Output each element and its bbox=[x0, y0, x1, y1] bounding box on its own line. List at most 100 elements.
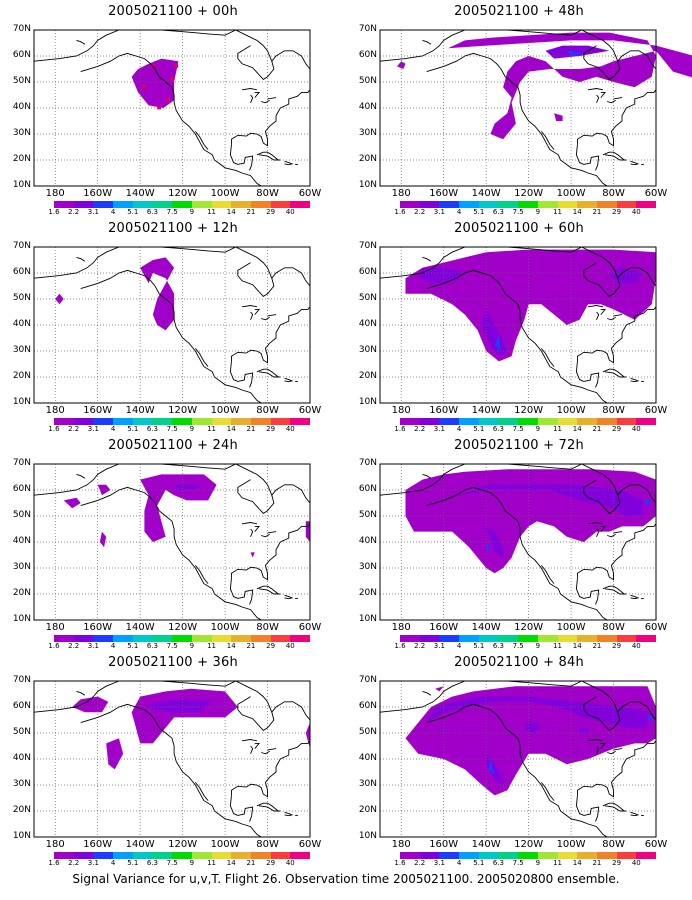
colorbar-label: 2.2 bbox=[414, 425, 426, 433]
colorbar-swatch bbox=[478, 635, 499, 642]
colorbar-swatch bbox=[616, 852, 637, 859]
colorbar-label: 14 bbox=[226, 859, 236, 867]
coastline bbox=[630, 377, 640, 383]
coastline bbox=[195, 131, 209, 150]
colorbar-label: 6.3 bbox=[492, 859, 505, 867]
coastline bbox=[576, 89, 657, 147]
latitude-tick-label: 70N bbox=[12, 24, 31, 34]
longitude-tick-label: 160W bbox=[83, 622, 113, 633]
longitude-tick-label: 180 bbox=[391, 405, 411, 416]
colorbar-swatch bbox=[231, 201, 251, 208]
variance-region bbox=[405, 686, 656, 796]
variance-region bbox=[305, 722, 310, 749]
coastline bbox=[600, 308, 606, 315]
colorbar bbox=[54, 852, 310, 859]
colorbar-label: 5.1 bbox=[127, 859, 139, 867]
coastline bbox=[271, 484, 311, 504]
colorbar-label: 1.6 bbox=[394, 642, 406, 650]
coastline bbox=[575, 361, 600, 388]
coastline bbox=[80, 486, 262, 621]
longitude-tick-label: 180 bbox=[391, 839, 411, 850]
colorbar-swatch bbox=[113, 852, 133, 859]
coastline bbox=[630, 811, 640, 817]
colorbar-label: 1.6 bbox=[394, 208, 406, 216]
variance-region bbox=[405, 249, 656, 362]
colorbar-swatch bbox=[636, 418, 656, 425]
coastline bbox=[229, 144, 254, 171]
latitude-tick-label: 40N bbox=[12, 102, 31, 112]
colorbar bbox=[400, 418, 656, 425]
colorbar bbox=[54, 418, 310, 425]
colorbar-label: 21 bbox=[592, 642, 602, 650]
coastline bbox=[76, 690, 86, 696]
colorbar-swatch bbox=[270, 201, 291, 208]
colorbar-swatch bbox=[250, 852, 271, 859]
colorbar-swatch bbox=[132, 635, 153, 642]
latitude-tick-label: 60N bbox=[12, 267, 31, 277]
colorbar-label: 14 bbox=[572, 425, 582, 433]
longitude-tick-label: 100W bbox=[210, 188, 240, 199]
colorbar-swatch bbox=[596, 852, 617, 859]
colorbar-swatch bbox=[557, 418, 578, 425]
colorbar-swatch bbox=[419, 852, 440, 859]
latitude-tick-label: 50N bbox=[12, 510, 31, 520]
coastline bbox=[575, 795, 600, 822]
coastline bbox=[630, 594, 640, 600]
latitude-tick-label: 20N bbox=[12, 588, 31, 598]
colorbar-label: 5.1 bbox=[127, 425, 139, 433]
colorbar-swatch bbox=[54, 635, 74, 642]
coastline bbox=[587, 739, 604, 742]
coastline bbox=[576, 306, 657, 364]
observation-point bbox=[142, 84, 147, 89]
coastline bbox=[80, 703, 262, 838]
longitude-tick-label: 80W bbox=[256, 622, 279, 633]
coastline bbox=[229, 795, 254, 822]
coastline bbox=[271, 50, 311, 70]
colorbar-swatch bbox=[290, 201, 310, 208]
colorbar-label: 7.5 bbox=[166, 859, 178, 867]
coastline bbox=[630, 160, 640, 166]
colorbar-swatch bbox=[498, 201, 519, 208]
latitude-tick-label: 50N bbox=[358, 76, 377, 86]
colorbar-swatch bbox=[518, 635, 538, 642]
colorbar-swatch bbox=[93, 201, 114, 208]
colorbar-label: 4 bbox=[456, 859, 462, 867]
coastline bbox=[596, 94, 600, 103]
variance-region bbox=[55, 293, 64, 305]
coastline bbox=[379, 246, 466, 279]
colorbar-swatch bbox=[616, 418, 637, 425]
colorbar-label: 7.5 bbox=[166, 425, 178, 433]
colorbar-swatch bbox=[616, 635, 637, 642]
colorbar-swatch bbox=[636, 635, 656, 642]
longitude-tick-label: 120W bbox=[514, 839, 544, 850]
colorbar-label: 7.5 bbox=[512, 425, 524, 433]
longitude-tick-label: 140W bbox=[125, 188, 155, 199]
latitude-tick-label: 60N bbox=[12, 484, 31, 494]
longitude-tick-label: 100W bbox=[210, 405, 240, 416]
variance-region bbox=[396, 61, 406, 69]
longitude-tick-label: 80W bbox=[256, 405, 279, 416]
coastline bbox=[600, 742, 606, 749]
latitude-tick-label: 70N bbox=[12, 458, 31, 468]
colorbar-label: 9 bbox=[189, 859, 195, 867]
colorbar-label: 21 bbox=[592, 859, 602, 867]
colorbar-swatch bbox=[93, 418, 114, 425]
coastline bbox=[607, 99, 616, 104]
colorbar-swatch bbox=[270, 635, 291, 642]
coastline bbox=[33, 29, 120, 62]
colorbar-swatch bbox=[172, 201, 192, 208]
coastline bbox=[617, 484, 657, 504]
coastline bbox=[541, 782, 555, 801]
latitude-tick-label: 50N bbox=[12, 293, 31, 303]
coastline bbox=[575, 578, 600, 605]
colorbar-swatch bbox=[459, 201, 479, 208]
colorbar-label: 3.1 bbox=[433, 859, 445, 867]
colorbar-swatch bbox=[439, 635, 460, 642]
coastline bbox=[596, 311, 600, 320]
colorbar-label: 40 bbox=[285, 208, 295, 216]
colorbar-swatch bbox=[518, 201, 538, 208]
panel-title: 2005021100 + 84h bbox=[454, 655, 584, 670]
map-plot bbox=[379, 463, 657, 621]
colorbar-label: 1.6 bbox=[48, 859, 60, 867]
longitude-tick-label: 60W bbox=[298, 622, 322, 633]
